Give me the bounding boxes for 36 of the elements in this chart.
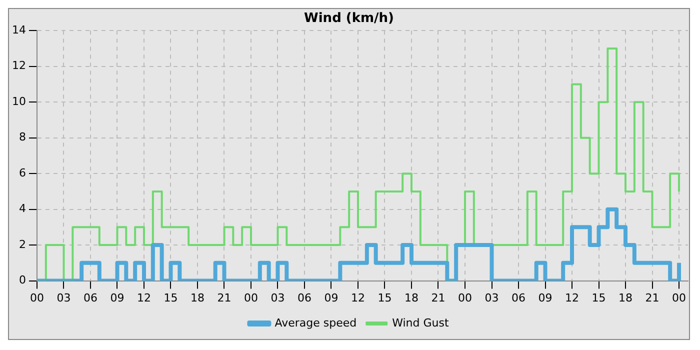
y-tick-label: 10	[12, 94, 26, 108]
x-tick-label: 00	[30, 291, 44, 304]
x-tick-label: 03	[270, 291, 285, 304]
y-tick-label: 2	[18, 238, 26, 251]
x-tick-label: 09	[324, 291, 338, 304]
legend-label: Wind Gust	[392, 316, 450, 330]
x-tick-label: 21	[217, 291, 232, 304]
x-tick-label: 03	[56, 291, 71, 304]
x-tick-label: 18	[190, 291, 204, 304]
legend-label: Average speed	[274, 316, 357, 330]
y-tick-label: 12	[12, 59, 26, 72]
x-tick-label: 18	[404, 291, 418, 304]
x-tick-label: 15	[592, 291, 606, 304]
x-tick-label: 12	[351, 291, 365, 304]
x-tick-label: 03	[484, 291, 499, 304]
x-tick-label: 00	[458, 291, 472, 304]
x-tick-label: 15	[164, 291, 178, 304]
x-tick-label: 09	[538, 291, 552, 304]
y-tick-label: 4	[18, 202, 26, 216]
x-tick-label: 12	[137, 291, 151, 304]
y-tick-label: 6	[18, 166, 26, 180]
y-tick-label: 0	[18, 274, 26, 287]
y-tick-label: 14	[12, 23, 26, 36]
x-tick-label: 06	[298, 291, 312, 304]
x-tick-label: 06	[512, 291, 526, 304]
y-tick-label: 8	[18, 130, 26, 144]
x-tick-label: 06	[83, 291, 98, 304]
x-tick-label: 21	[431, 291, 446, 304]
x-tick-label: 18	[618, 291, 632, 304]
x-tick-label: 15	[378, 291, 392, 304]
x-tick-label: 00	[672, 291, 686, 304]
x-tick-label: 21	[645, 291, 660, 304]
x-tick-label: 09	[110, 291, 124, 304]
x-tick-label: 12	[565, 291, 579, 304]
x-tick-label: 00	[244, 291, 258, 304]
chart-title: Wind (km/h)	[304, 11, 394, 26]
